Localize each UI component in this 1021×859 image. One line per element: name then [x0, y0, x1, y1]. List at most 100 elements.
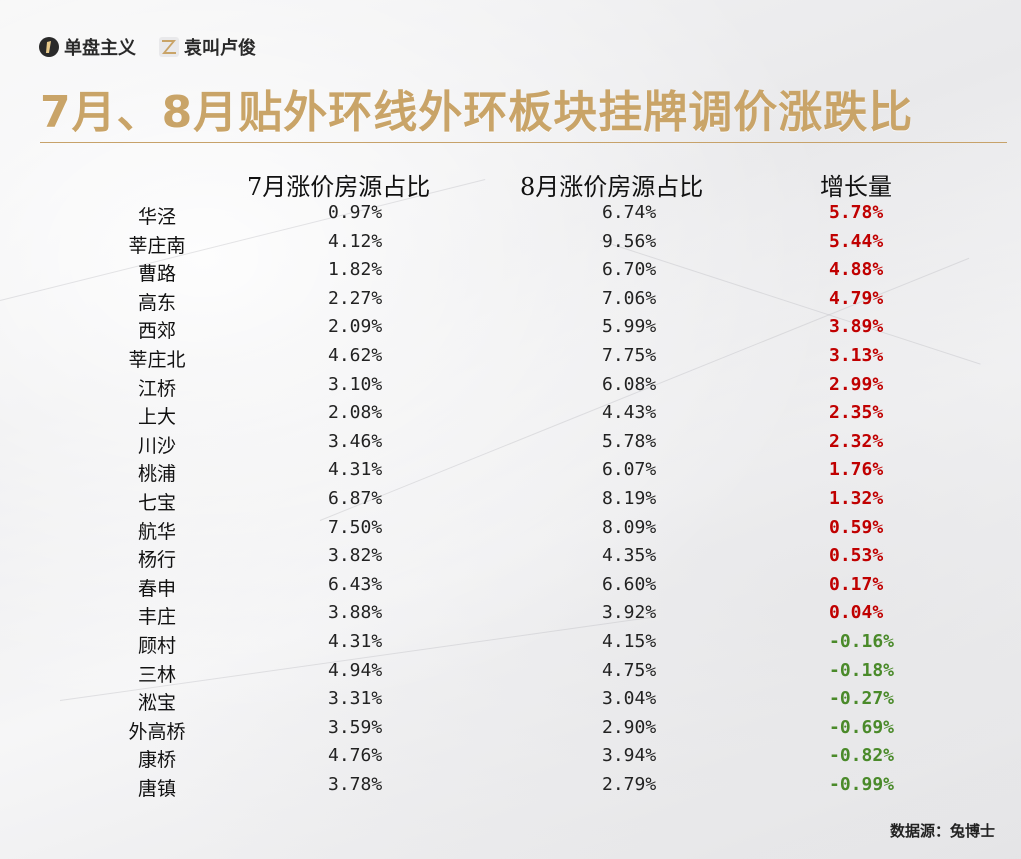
header-increase: 增长量: [820, 173, 892, 201]
july-share: 4.31%: [328, 459, 383, 481]
increase-value: 0.59%: [829, 516, 884, 538]
district-name: 西郊: [137, 320, 176, 343]
table-row: 唐镇 3.78% 2.79% -0.99%: [0, 772, 1021, 801]
district-name: 顾村: [137, 634, 176, 657]
brand-yuanjiao: 袁叫卢俊: [158, 34, 256, 60]
table-row: 杨行 3.82% 4.35% 0.53%: [0, 543, 1021, 572]
august-share: 7.06%: [602, 287, 657, 309]
table-row: 桃浦 4.31% 6.07% 1.76%: [0, 457, 1021, 486]
august-share: 9.56%: [602, 230, 657, 252]
august-share: 3.94%: [602, 745, 657, 767]
increase-value: -0.82%: [829, 745, 895, 767]
district-name: 丰庄: [137, 606, 176, 629]
increase-value: 3.89%: [829, 316, 884, 338]
table-row: 西郊 2.09% 5.99% 3.89%: [0, 314, 1021, 343]
increase-value: 5.44%: [829, 230, 884, 252]
august-share: 8.19%: [602, 487, 657, 509]
july-share: 2.09%: [328, 316, 383, 338]
table-row: 华泾 0.97% 6.74% 5.78%: [0, 200, 1021, 229]
july-share: 2.27%: [328, 287, 383, 309]
august-share: 6.07%: [602, 459, 657, 481]
july-share: 3.59%: [328, 716, 383, 738]
district-name: 上大: [137, 406, 176, 429]
data-source-note: 数据源：兔博士: [889, 822, 995, 840]
august-share: 3.04%: [602, 688, 657, 710]
table-row: 三林 4.94% 4.75% -0.18%: [0, 658, 1021, 687]
increase-value: 4.88%: [829, 259, 884, 281]
district-name: 华泾: [137, 206, 176, 228]
august-share: 3.92%: [602, 602, 657, 624]
increase-value: 2.32%: [829, 430, 884, 452]
district-name: 康桥: [137, 749, 176, 772]
table-row: 曹路 1.82% 6.70% 4.88%: [0, 257, 1021, 286]
august-share: 4.35%: [602, 545, 657, 567]
increase-value: -0.99%: [829, 773, 895, 795]
z-logo-icon: [158, 36, 180, 58]
header-august: 8月涨价房源占比: [520, 173, 704, 201]
table-row: 淞宝 3.31% 3.04% -0.27%: [0, 686, 1021, 715]
district-name: 江桥: [137, 377, 176, 400]
district-name: 高东: [137, 291, 176, 314]
table-row: 航华 7.50% 8.09% 0.59%: [0, 515, 1021, 544]
district-name: 桃浦: [137, 463, 176, 486]
july-share: 1.82%: [328, 259, 383, 281]
july-share: 4.12%: [328, 230, 383, 252]
july-share: 6.43%: [328, 573, 383, 595]
table-row: 康桥 4.76% 3.94% -0.82%: [0, 743, 1021, 772]
increase-value: 3.13%: [829, 344, 884, 366]
district-name: 七宝: [137, 491, 176, 514]
july-share: 3.88%: [328, 602, 383, 624]
title-divider: [40, 142, 1007, 143]
district-name: 三林: [137, 663, 176, 686]
district-name: 航华: [137, 520, 176, 543]
august-share: 4.43%: [602, 402, 657, 424]
increase-value: -0.27%: [829, 688, 895, 710]
august-share: 7.75%: [602, 344, 657, 366]
brand-name: 单盘主义: [64, 38, 136, 59]
district-name: 川沙: [137, 434, 176, 457]
july-share: 4.94%: [328, 659, 383, 681]
table-row: 江桥 3.10% 6.08% 2.99%: [0, 372, 1021, 401]
page-title: 7月、8月贴外环线外环板块挂牌调价涨跌比: [40, 87, 914, 138]
july-share: 3.46%: [328, 430, 383, 452]
increase-value: 2.99%: [829, 373, 884, 395]
august-share: 6.60%: [602, 573, 657, 595]
july-share: 3.82%: [328, 545, 383, 567]
district-name: 曹路: [137, 263, 176, 286]
august-share: 8.09%: [602, 516, 657, 538]
district-name: 杨行: [137, 549, 176, 572]
august-share: 6.70%: [602, 259, 657, 281]
table-row: 七宝 6.87% 8.19% 1.32%: [0, 486, 1021, 515]
increase-value: 1.32%: [829, 487, 884, 509]
july-share: 2.08%: [328, 402, 383, 424]
increase-value: -0.69%: [829, 716, 895, 738]
header-july: 7月涨价房源占比: [247, 173, 431, 201]
district-name: 莘庄北: [128, 348, 186, 371]
table-row: 春申 6.43% 6.60% 0.17%: [0, 572, 1021, 601]
august-share: 4.15%: [602, 630, 657, 652]
brand-bar: 单盘主义 袁叫卢俊: [38, 34, 256, 60]
august-share: 2.79%: [602, 773, 657, 795]
district-name: 春申: [137, 577, 176, 600]
table-row: 外高桥 3.59% 2.90% -0.69%: [0, 715, 1021, 744]
august-share: 5.78%: [602, 430, 657, 452]
increase-value: 5.78%: [829, 202, 884, 223]
august-share: 2.90%: [602, 716, 657, 738]
table-row: 丰庄 3.88% 3.92% 0.04%: [0, 600, 1021, 629]
data-table: 华泾 0.97% 6.74% 5.78% 莘庄南 4.12% 9.56% 5.44% 曹路 1.8…: [0, 200, 1021, 800]
july-share: 4.76%: [328, 745, 383, 767]
table-row: 上大 2.08% 4.43% 2.35%: [0, 400, 1021, 429]
increase-value: 0.04%: [829, 602, 884, 624]
table-row: 川沙 3.46% 5.78% 2.32%: [0, 429, 1021, 458]
increase-value: 2.35%: [829, 402, 884, 424]
increase-value: 0.17%: [829, 573, 884, 595]
district-name: 外高桥: [128, 720, 186, 743]
july-share: 4.62%: [328, 344, 383, 366]
july-share: 7.50%: [328, 516, 383, 538]
district-name: 唐镇: [137, 777, 176, 800]
increase-value: 1.76%: [829, 459, 884, 481]
july-share: 3.10%: [328, 373, 383, 395]
august-share: 6.08%: [602, 373, 657, 395]
july-share: 4.31%: [328, 630, 383, 652]
district-name: 莘庄南: [128, 234, 186, 257]
